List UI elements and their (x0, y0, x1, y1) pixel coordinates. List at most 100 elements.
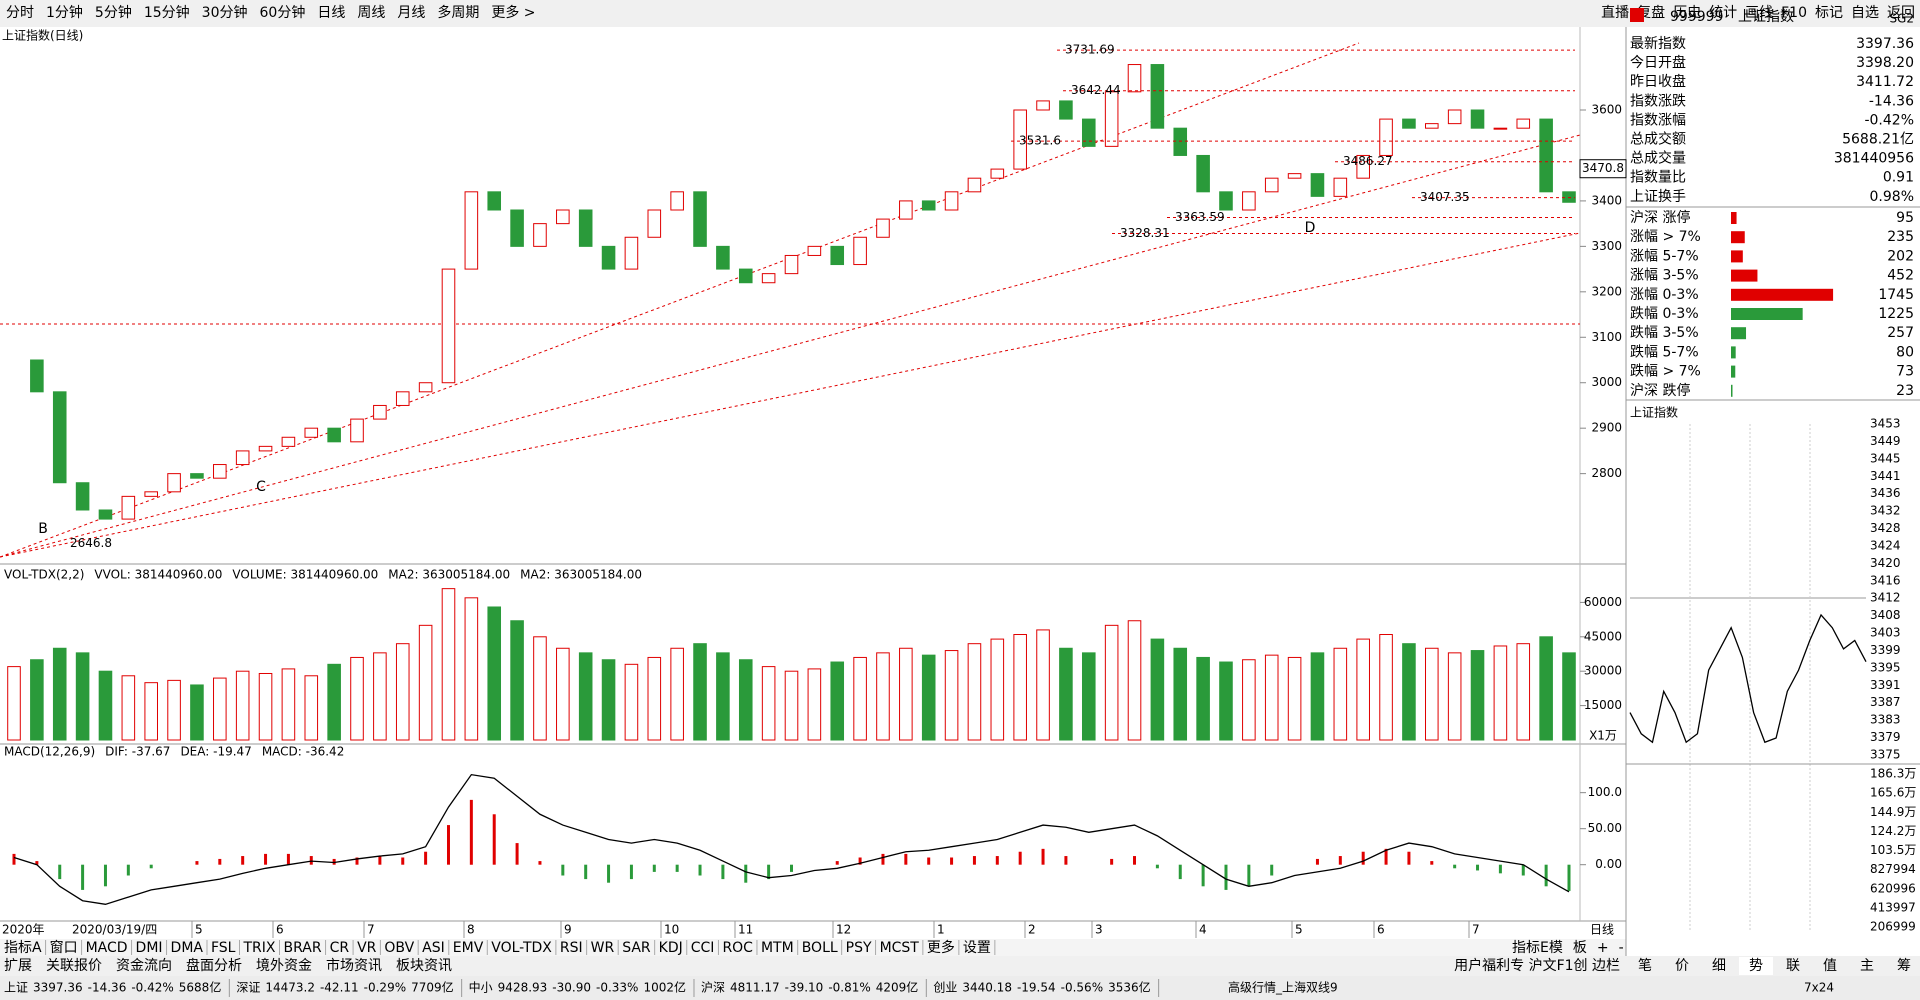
y-tick-label: 3000 (1591, 375, 1622, 389)
candle (601, 245, 616, 270)
tool-button[interactable]: 自选 (1851, 5, 1879, 21)
quote-label: 总成交额 (1630, 131, 1686, 148)
y-tick-label: 15000 (1584, 698, 1622, 712)
status-bar-bg (0, 976, 1920, 1000)
indicator-option[interactable]: 指标E模 (1512, 940, 1563, 956)
indicator-option[interactable]: - (1619, 940, 1624, 956)
period-tab[interactable]: 分时 (6, 5, 34, 21)
indicator-tab[interactable]: WR (591, 940, 615, 956)
candle (967, 177, 982, 193)
month-label: 7 (367, 923, 375, 937)
pattern-letter: C (256, 479, 266, 495)
tool-button[interactable]: 标记 (1815, 5, 1843, 21)
indicator-tab[interactable]: TRIX (242, 940, 275, 956)
panel-tab[interactable]: 笔 (1638, 958, 1652, 974)
intraday-price-tick: 3395 (1870, 660, 1901, 674)
period-tab[interactable]: 月线 (397, 5, 425, 21)
indicator-tab[interactable]: BOLL (802, 940, 838, 956)
indicator-tab[interactable]: FSL (211, 940, 236, 956)
indicator-tab[interactable]: DMI (136, 940, 163, 956)
panel-tab[interactable]: 细 (1712, 958, 1726, 974)
bottom-tab[interactable]: 扩展 (4, 958, 32, 974)
indicator-tab[interactable]: 指标A (4, 940, 42, 956)
volume-bar (1425, 647, 1439, 741)
indicator-tab[interactable]: VOL-TDX (491, 940, 552, 956)
bottom-right-tabs[interactable]: 用户福利专 沪文F1创 边栏 (1454, 957, 1620, 974)
y-tick-label: 3400 (1591, 193, 1622, 207)
indicator-option[interactable]: 板 (1573, 940, 1587, 956)
indicator-tab[interactable]: OBV (384, 940, 414, 956)
candle (304, 427, 319, 438)
panel-tab[interactable]: 势 (1749, 958, 1763, 974)
volume-bar (1516, 643, 1531, 741)
candle (1493, 127, 1508, 130)
panel-tab[interactable]: 主 (1860, 958, 1874, 974)
bottom-tab[interactable]: 境外资金 (256, 958, 312, 974)
status-index-name: 中小 (469, 980, 493, 995)
period-tab[interactable]: 60分钟 (260, 4, 306, 21)
tool-button[interactable]: 历史 (1673, 5, 1701, 21)
indicator-tab[interactable]: BRAR (283, 940, 321, 956)
indicator-tab[interactable]: DMA (171, 940, 204, 956)
period-tab[interactable]: 周线 (357, 5, 385, 21)
intraday-price-tick: 3383 (1870, 713, 1901, 727)
breadth-bar (1731, 250, 1743, 263)
period-tab[interactable]: 30分钟 (202, 4, 248, 21)
tool-button[interactable]: 复盘 (1637, 4, 1665, 21)
volume-bar (1242, 659, 1256, 741)
indicator-tab[interactable]: MCST (880, 940, 920, 956)
breadth-label: 涨幅 5-7% (1630, 248, 1699, 264)
tool-button[interactable]: 返回 (1887, 5, 1915, 21)
period-tab[interactable]: 日线 (317, 5, 345, 21)
indicator-tab[interactable]: VR (357, 940, 377, 956)
bottom-tab[interactable]: 关联报价 (46, 958, 102, 974)
indicator-tab[interactable]: SAR (622, 940, 651, 956)
indicator-tab[interactable]: ASI (422, 940, 445, 956)
candle (738, 268, 753, 284)
indicator-tab[interactable]: CR (330, 940, 350, 956)
candle (441, 268, 456, 384)
panel-tab[interactable]: 值 (1823, 958, 1837, 974)
indicator-tab[interactable]: MTM (761, 940, 794, 956)
period-tab[interactable]: 5分钟 (95, 4, 132, 21)
y-tick-label: 2800 (1591, 466, 1622, 480)
status-value: -30.90 (552, 981, 591, 995)
tool-button[interactable]: 统计 (1709, 5, 1737, 21)
indicator-tab[interactable]: MACD (86, 940, 128, 956)
bottom-tab[interactable]: 盘面分析 (186, 957, 242, 974)
indicator-tab[interactable]: CCI (691, 940, 715, 956)
indicator-tab[interactable]: EMV (453, 940, 484, 956)
volume-bar (1196, 656, 1210, 741)
period-tab[interactable]: 15分钟 (144, 4, 190, 21)
bottom-tab[interactable]: 市场资讯 (326, 957, 382, 974)
bottom-tab[interactable]: 板块资讯 (396, 958, 452, 974)
indicator-tab[interactable]: KDJ (659, 940, 683, 956)
candle (830, 245, 845, 266)
indicator-tab[interactable]: 窗口 (50, 939, 78, 956)
period-tab[interactable]: 1分钟 (46, 4, 83, 21)
status-value: -39.10 (785, 981, 824, 995)
indicator-tab[interactable]: 设置 (963, 940, 991, 956)
tool-button[interactable]: 直播 (1601, 4, 1629, 21)
volume-bar (167, 679, 181, 741)
volume-bar (1379, 634, 1393, 741)
indicator-tab[interactable]: 更多 (927, 939, 955, 956)
indicator-option[interactable]: + (1597, 940, 1609, 956)
volume-bar (1333, 647, 1348, 741)
bottom-tab[interactable]: 资金流向 (116, 958, 172, 974)
indicator-tab[interactable]: PSY (846, 940, 872, 956)
tool-button[interactable]: 画线 (1745, 5, 1773, 21)
panel-tab[interactable]: 价 (1675, 958, 1689, 974)
month-label: 3 (1095, 923, 1103, 937)
status-value: 7709亿 (411, 980, 454, 995)
panel-tab[interactable]: 筹 (1897, 957, 1911, 974)
indicator-tab[interactable]: ROC (722, 940, 753, 956)
breadth-label: 跌幅 > 7% (1630, 364, 1701, 380)
tool-button[interactable]: F10 (1781, 5, 1807, 21)
indicator-tab[interactable]: RSI (560, 940, 583, 956)
candle (1150, 64, 1165, 129)
panel-tab[interactable]: 联 (1786, 958, 1800, 974)
period-tab[interactable]: 多周期 (437, 4, 479, 21)
period-tab[interactable]: 更多 > (491, 4, 535, 21)
candle (98, 509, 113, 520)
